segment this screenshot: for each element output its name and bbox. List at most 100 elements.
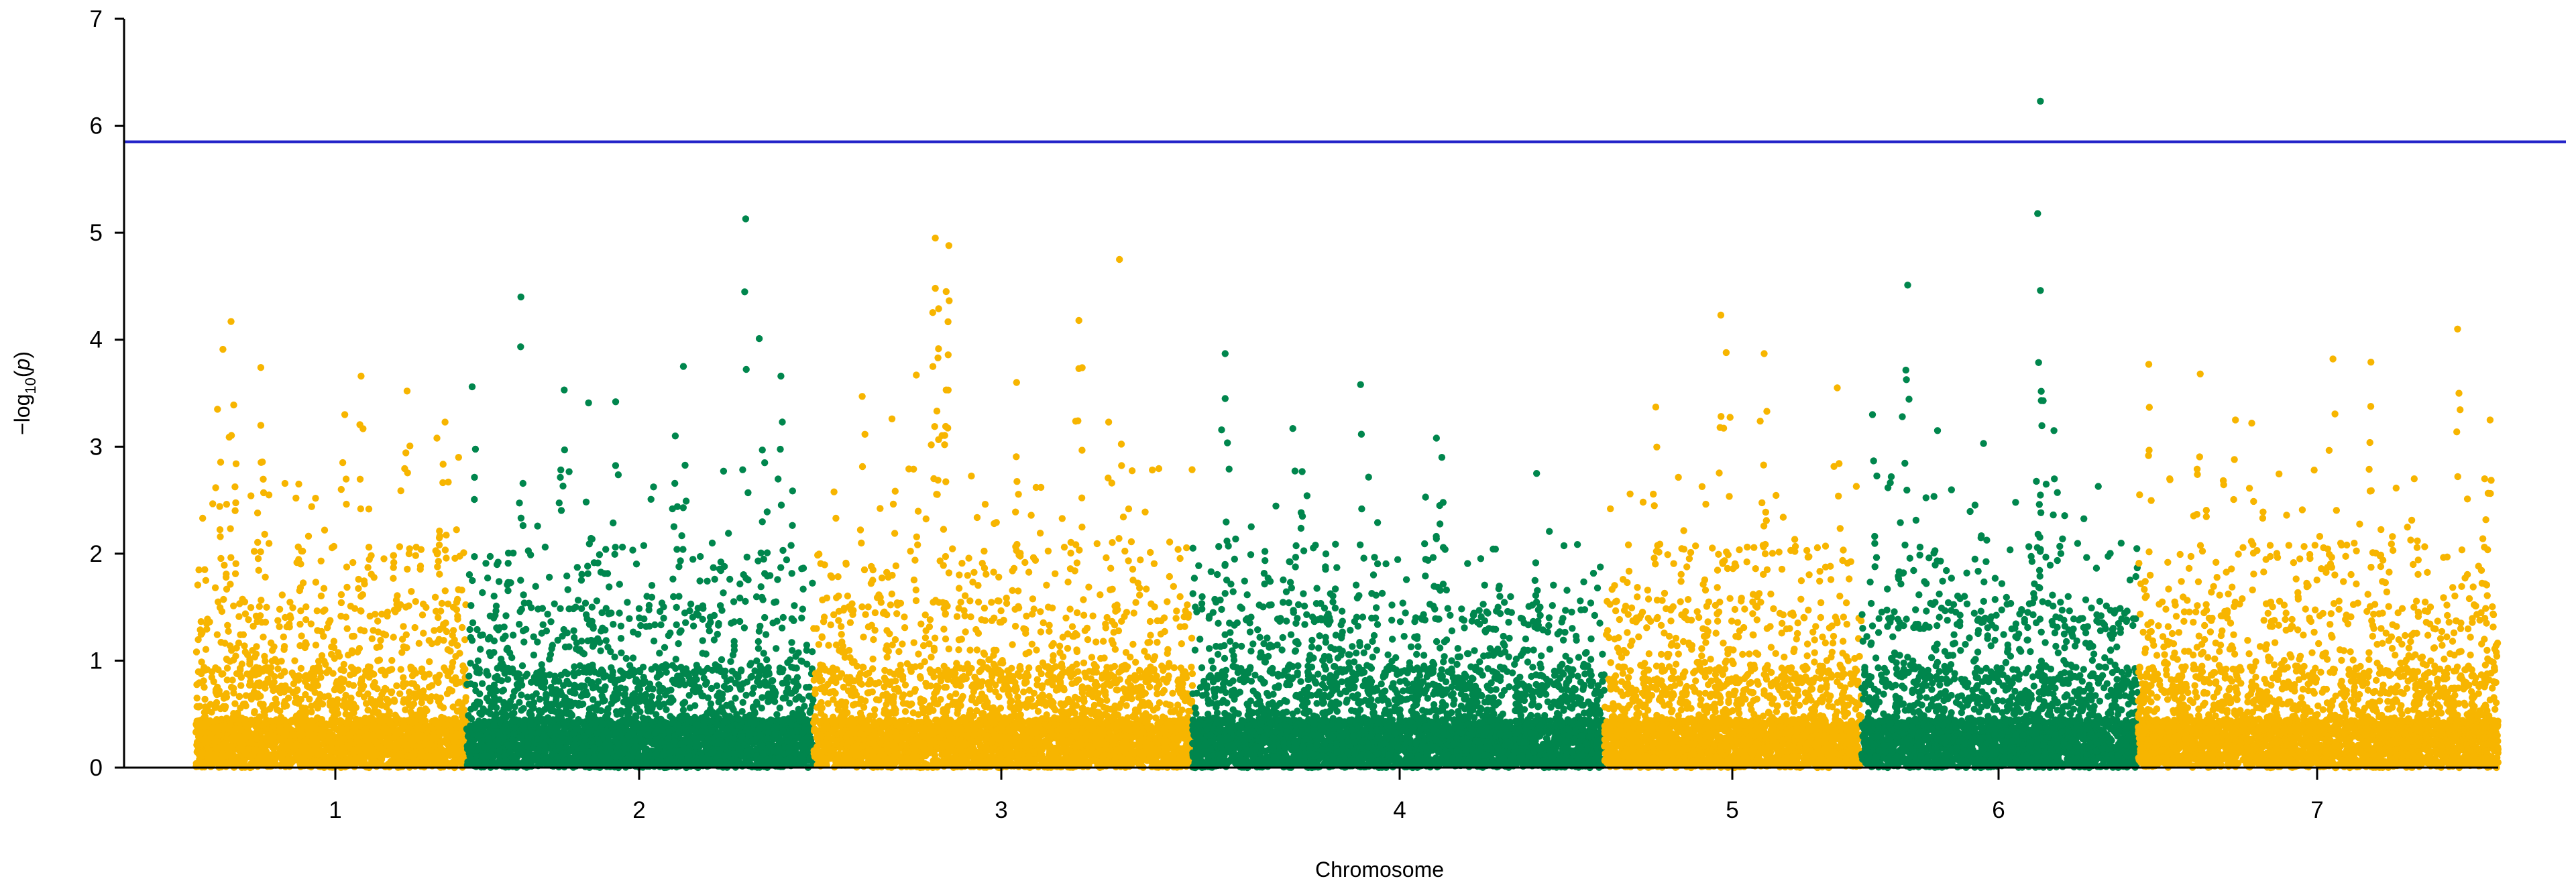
snp-point (421, 673, 428, 681)
snp-point (295, 672, 302, 680)
snp-point (435, 613, 442, 621)
snp-point (239, 758, 247, 766)
snp-point (362, 748, 370, 755)
snp-point (673, 621, 680, 629)
snp-point (456, 650, 463, 657)
snp-point (254, 555, 262, 562)
snp-point (307, 620, 315, 628)
snp-point (547, 618, 555, 625)
snp-point (656, 650, 663, 657)
snp-point (308, 503, 315, 510)
snp-point (317, 592, 325, 600)
snp-point (803, 646, 811, 654)
snp-point (221, 705, 229, 713)
snp-point (400, 623, 407, 630)
snp-point (304, 532, 313, 540)
snp-point (337, 485, 345, 493)
snp-point (389, 721, 396, 729)
snp-point (789, 522, 796, 529)
snp-peak-point (341, 411, 349, 418)
snp-point (262, 684, 269, 692)
snp-point (278, 737, 285, 745)
snp-point (739, 699, 746, 707)
snp-point (343, 720, 351, 728)
snp-point (241, 700, 249, 708)
snp-point (604, 644, 612, 651)
snp-point (371, 737, 378, 745)
snp-point (400, 680, 407, 687)
snp-point (278, 754, 286, 762)
snp-point (402, 706, 409, 713)
snp-point (264, 678, 272, 686)
snp-point (439, 461, 447, 468)
snp-point (204, 752, 212, 760)
snp-point (449, 720, 457, 728)
snp-point (405, 602, 412, 609)
snp-point (702, 680, 710, 688)
snp-point (710, 564, 717, 571)
snp-point (318, 759, 326, 766)
snp-point (792, 695, 799, 703)
snp-point (266, 705, 274, 713)
snp-point (207, 731, 215, 739)
snp-point (312, 743, 319, 750)
snp-point (202, 577, 210, 584)
snp-point (789, 647, 796, 654)
snp-point (301, 738, 309, 745)
snp-point (410, 690, 418, 698)
snp-point (315, 666, 322, 673)
snp-point (516, 608, 524, 615)
snp-peak-point (357, 372, 365, 380)
snp-point (213, 691, 221, 699)
snp-point (348, 633, 356, 640)
snp-point (192, 648, 201, 656)
snp-point (327, 650, 335, 658)
snp-point (449, 658, 457, 666)
snp-point (799, 696, 806, 703)
snp-point (378, 667, 385, 674)
snp-point (411, 623, 418, 632)
snp-point (330, 644, 338, 652)
snp-point (626, 615, 633, 622)
snp-point (272, 695, 279, 703)
snp-point (288, 669, 296, 676)
snp-point (432, 735, 440, 742)
snp-point (660, 614, 667, 622)
snp-point (579, 649, 586, 656)
snp-point (265, 540, 273, 547)
snp-point (308, 750, 315, 758)
snp-point (223, 664, 231, 672)
snp-point (339, 459, 347, 467)
snp-point (302, 603, 310, 611)
snp-point (270, 643, 278, 650)
snp-point (308, 708, 315, 716)
snp-point (454, 730, 462, 737)
snp-point (250, 548, 258, 555)
snp-peak-point (214, 406, 221, 413)
snp-point (236, 600, 243, 607)
snp-point (453, 526, 460, 534)
snp-point (391, 698, 398, 705)
snp-point (718, 656, 726, 664)
snp-point (390, 634, 397, 641)
snp-point (763, 656, 771, 664)
snp-point (242, 716, 249, 723)
snp-point (420, 630, 427, 637)
snp-point (337, 599, 345, 607)
snp-point (459, 667, 467, 675)
snp-point (393, 739, 400, 748)
snp-point (384, 612, 391, 620)
snp-point (573, 645, 580, 653)
snp-point (237, 726, 244, 733)
snp-point (299, 579, 307, 587)
snp-point (750, 684, 758, 692)
snp-point (675, 563, 683, 571)
snp-point (791, 602, 798, 609)
snp-point (773, 645, 780, 652)
snp-point (402, 631, 410, 638)
snp-point (487, 652, 494, 660)
snp-point (754, 638, 763, 646)
snp-point (385, 666, 393, 674)
snp-point (675, 640, 682, 648)
snp-point (261, 652, 268, 660)
